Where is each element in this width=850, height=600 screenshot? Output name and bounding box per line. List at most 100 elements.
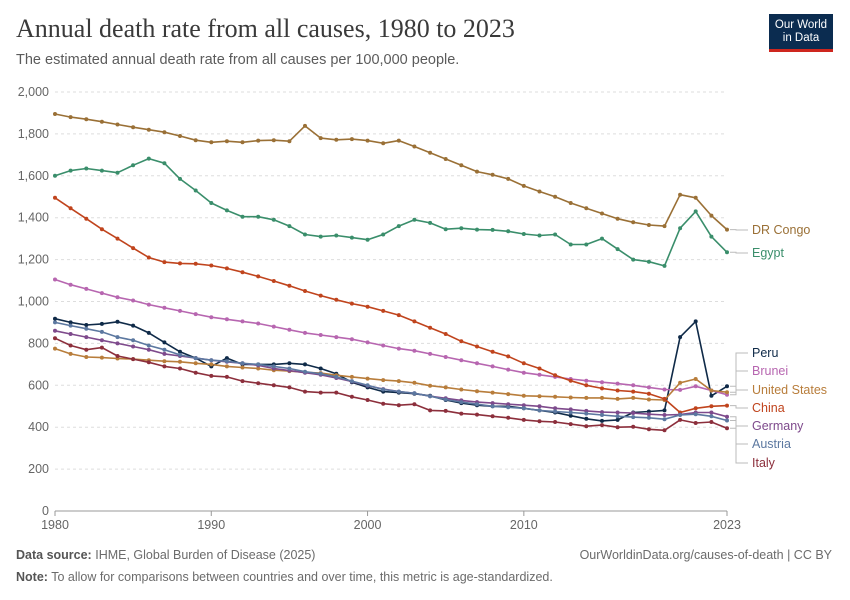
- data-point[interactable]: [68, 282, 73, 287]
- data-point[interactable]: [568, 378, 573, 383]
- series-label[interactable]: Peru: [752, 346, 778, 360]
- data-point[interactable]: [412, 217, 417, 222]
- data-point[interactable]: [553, 394, 558, 399]
- data-point[interactable]: [334, 374, 339, 379]
- data-point[interactable]: [334, 233, 339, 238]
- data-point[interactable]: [318, 371, 323, 376]
- data-point[interactable]: [318, 234, 323, 239]
- data-point[interactable]: [615, 425, 620, 430]
- data-point[interactable]: [318, 136, 323, 141]
- data-point[interactable]: [349, 337, 354, 342]
- data-point[interactable]: [725, 227, 729, 232]
- data-point[interactable]: [693, 421, 698, 425]
- data-point[interactable]: [131, 338, 136, 343]
- data-point[interactable]: [709, 213, 714, 218]
- data-point[interactable]: [209, 315, 214, 320]
- data-point[interactable]: [381, 378, 386, 383]
- data-point[interactable]: [303, 289, 307, 293]
- data-point[interactable]: [349, 301, 354, 306]
- data-point[interactable]: [631, 257, 636, 262]
- data-point[interactable]: [178, 366, 182, 371]
- data-point[interactable]: [662, 413, 667, 417]
- data-point[interactable]: [53, 316, 57, 321]
- data-point[interactable]: [678, 380, 683, 385]
- data-point[interactable]: [68, 115, 73, 120]
- data-point[interactable]: [178, 261, 182, 266]
- data-point[interactable]: [271, 383, 276, 388]
- data-point[interactable]: [600, 413, 604, 417]
- data-point[interactable]: [303, 362, 307, 367]
- data-point[interactable]: [693, 412, 698, 417]
- data-point[interactable]: [678, 226, 683, 231]
- data-point[interactable]: [131, 298, 136, 303]
- data-point[interactable]: [475, 361, 479, 366]
- data-point[interactable]: [568, 422, 573, 427]
- data-point[interactable]: [428, 325, 433, 330]
- data-point[interactable]: [459, 387, 464, 392]
- data-point[interactable]: [584, 378, 589, 383]
- data-point[interactable]: [725, 384, 729, 389]
- data-point[interactable]: [506, 367, 511, 372]
- data-point[interactable]: [396, 138, 401, 143]
- data-point[interactable]: [271, 138, 276, 143]
- data-point[interactable]: [224, 374, 229, 379]
- data-point[interactable]: [256, 366, 261, 371]
- data-point[interactable]: [600, 386, 604, 391]
- series-label[interactable]: Brunei: [752, 364, 788, 378]
- data-point[interactable]: [303, 389, 307, 394]
- data-point[interactable]: [84, 286, 89, 291]
- data-point[interactable]: [146, 127, 151, 132]
- data-point[interactable]: [615, 216, 620, 221]
- data-point[interactable]: [53, 320, 57, 325]
- data-point[interactable]: [631, 389, 636, 394]
- data-point[interactable]: [256, 138, 261, 143]
- data-point[interactable]: [193, 188, 198, 193]
- owid-logo[interactable]: Our World in Data: [769, 14, 833, 52]
- data-point[interactable]: [99, 338, 104, 343]
- series-china[interactable]: [53, 195, 729, 415]
- data-point[interactable]: [68, 332, 73, 336]
- series-united-states[interactable]: [53, 346, 729, 402]
- data-point[interactable]: [475, 344, 479, 349]
- data-point[interactable]: [68, 351, 73, 356]
- data-point[interactable]: [162, 305, 167, 310]
- series-line[interactable]: [54, 317, 728, 422]
- data-point[interactable]: [224, 359, 229, 364]
- data-point[interactable]: [506, 229, 511, 234]
- data-point[interactable]: [521, 393, 526, 398]
- series-italy[interactable]: [53, 336, 729, 433]
- data-point[interactable]: [553, 406, 558, 411]
- data-point[interactable]: [365, 304, 370, 309]
- data-point[interactable]: [68, 343, 73, 348]
- data-point[interactable]: [256, 381, 261, 386]
- data-point[interactable]: [84, 335, 89, 340]
- data-point[interactable]: [506, 354, 511, 359]
- data-point[interactable]: [428, 351, 433, 356]
- data-point[interactable]: [287, 385, 292, 390]
- data-point[interactable]: [365, 398, 370, 402]
- data-point[interactable]: [131, 246, 136, 251]
- data-point[interactable]: [521, 361, 526, 366]
- data-point[interactable]: [99, 168, 104, 173]
- data-point[interactable]: [318, 293, 323, 298]
- data-point[interactable]: [662, 224, 667, 229]
- data-point[interactable]: [287, 366, 292, 371]
- data-point[interactable]: [521, 406, 526, 411]
- data-point[interactable]: [490, 390, 495, 395]
- data-point[interactable]: [131, 125, 136, 130]
- series-label[interactable]: China: [752, 401, 785, 415]
- data-point[interactable]: [631, 383, 636, 388]
- data-point[interactable]: [53, 173, 57, 178]
- data-point[interactable]: [146, 360, 151, 365]
- data-point[interactable]: [662, 408, 667, 413]
- data-point[interactable]: [131, 323, 136, 328]
- data-point[interactable]: [224, 266, 229, 271]
- data-point[interactable]: [584, 206, 589, 211]
- data-point[interactable]: [709, 234, 714, 239]
- data-point[interactable]: [240, 365, 245, 370]
- data-point[interactable]: [256, 214, 261, 219]
- data-point[interactable]: [99, 227, 104, 232]
- data-point[interactable]: [303, 123, 307, 128]
- data-point[interactable]: [537, 408, 542, 413]
- data-point[interactable]: [99, 119, 104, 124]
